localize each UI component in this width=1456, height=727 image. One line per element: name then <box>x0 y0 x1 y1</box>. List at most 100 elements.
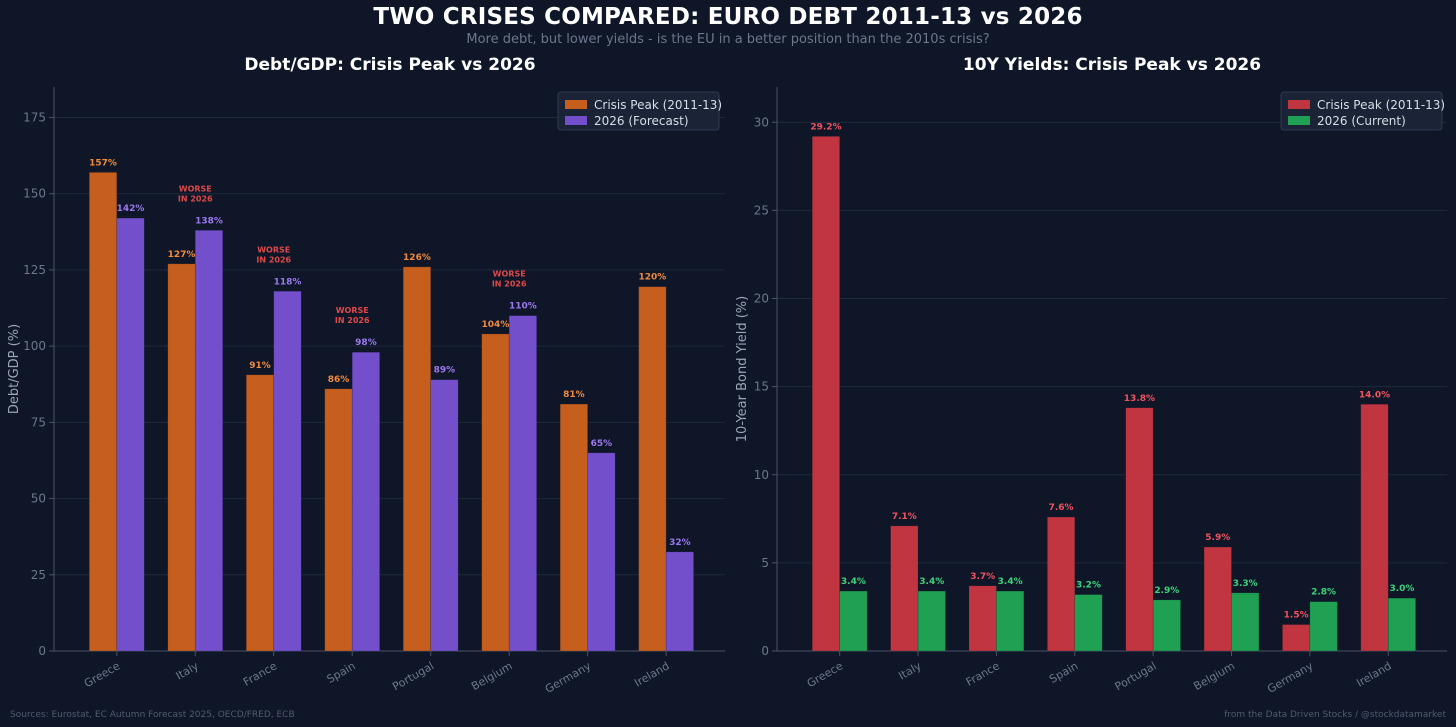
debt-data-label: 127% <box>168 250 196 260</box>
yield-bar-crisis <box>1125 407 1154 652</box>
debt-bar-crisis <box>89 172 118 652</box>
debt-ytick-label: 150 <box>23 187 46 201</box>
debt-bar-crisis <box>638 286 667 652</box>
debt-ytick-label: 175 <box>23 110 46 124</box>
debt-xtick-label: Spain <box>325 659 358 686</box>
debt-legend-swatch <box>565 116 587 125</box>
debt-bar-current <box>273 290 302 652</box>
debt-xtick-label: Greece <box>82 659 123 690</box>
yield-xtick-label: Ireland <box>1354 659 1393 689</box>
yield-bar-crisis <box>811 136 840 652</box>
yield-bar-crisis <box>1203 546 1232 652</box>
debt-legend-swatch <box>565 100 587 109</box>
yield-data-label: 14.0% <box>1359 390 1390 400</box>
debt-xtick-label: Italy <box>174 659 202 682</box>
debt-ytick-label: 50 <box>31 492 46 506</box>
yield-bar-current <box>996 590 1025 652</box>
debt-legend-label: Crisis Peak (2011-13) <box>594 98 722 112</box>
yield-data-label: 3.0% <box>1389 584 1414 594</box>
yield-data-label: 29.2% <box>810 122 841 132</box>
debt-bar-current <box>587 452 616 652</box>
yield-data-label: 1.5% <box>1284 611 1309 621</box>
debt-xtick-label: Portugal <box>390 659 436 693</box>
debt-ytick-label: 100 <box>23 339 46 353</box>
yield-bar-crisis <box>1047 516 1076 652</box>
debt-worse-annotation: IN 2026 <box>178 194 213 203</box>
debt-bar-crisis <box>402 266 432 652</box>
debt-worse-annotation: IN 2026 <box>492 280 527 289</box>
debt-ytick-label: 25 <box>31 568 46 582</box>
debt-panel-title: Debt/GDP: Crisis Peak vs 2026 <box>244 55 535 75</box>
debt-data-label: 126% <box>403 253 431 263</box>
debt-bar-current <box>508 315 537 652</box>
yield-data-label: 3.4% <box>919 577 944 587</box>
debt-ytick-label: 75 <box>31 415 46 429</box>
figure-subtitle: More debt, but lower yields - is the EU … <box>466 32 990 47</box>
yield-legend-swatch <box>1288 116 1310 125</box>
debt-bar-crisis <box>245 374 275 652</box>
yield-bar-crisis <box>1282 624 1311 652</box>
debt-data-label: 142% <box>117 204 145 214</box>
yield-legend-label: 2026 (Current) <box>1317 114 1406 128</box>
debt-bar-current <box>351 351 380 652</box>
debt-legend-box <box>557 91 720 131</box>
yield-ytick-label: 25 <box>754 203 769 217</box>
yield-xtick-label: Greece <box>805 659 846 690</box>
yield-data-label: 13.8% <box>1124 394 1155 404</box>
debt-worse-annotation: WORSE <box>493 270 526 279</box>
debt-worse-annotation: IN 2026 <box>256 255 291 264</box>
yield-panel-title: 10Y Yields: Crisis Peak vs 2026 <box>963 55 1261 75</box>
yield-xtick-label: Germany <box>1265 659 1316 696</box>
yield-data-label: 7.6% <box>1049 503 1074 513</box>
yield-xtick-label: France <box>964 659 1002 689</box>
yield-bar-current <box>1231 592 1260 652</box>
yield-bar-current <box>839 590 868 652</box>
yield-bar-current <box>1387 597 1416 652</box>
debt-xtick-label: Germany <box>543 659 594 696</box>
debt-worse-annotation: IN 2026 <box>335 316 370 325</box>
yield-ytick-label: 15 <box>754 380 769 394</box>
yield-bar-current <box>1309 601 1338 652</box>
yield-xtick-label: Belgium <box>1191 659 1237 693</box>
debt-bar-crisis <box>167 263 196 652</box>
yield-legend-box <box>1280 91 1443 131</box>
yield-bar-current <box>1152 599 1181 652</box>
yield-bar-crisis <box>1360 403 1389 652</box>
debt-y-axis-label: Debt/GDP (%) <box>7 324 22 414</box>
debt-bar-current <box>430 379 459 652</box>
debt-data-label: 157% <box>89 158 117 168</box>
credit-footer: from the Data Driven Stocks / @stockdata… <box>1224 710 1446 720</box>
debt-bar-crisis <box>324 388 353 652</box>
yield-xtick-label: Portugal <box>1113 659 1159 693</box>
debt-bar-current <box>665 551 694 652</box>
sources-footer: Sources: Eurostat, EC Autumn Forecast 20… <box>10 710 295 720</box>
debt-bar-current <box>194 229 224 652</box>
yield-xtick-label: Italy <box>896 659 924 682</box>
yield-bar-crisis <box>890 525 919 652</box>
debt-data-label: 118% <box>274 277 302 287</box>
debt-data-label: 110% <box>509 302 537 312</box>
debt-data-label: 81% <box>563 390 585 400</box>
debt-worse-annotation: WORSE <box>179 184 212 193</box>
debt-data-label: 104% <box>482 320 510 330</box>
yield-bar-current <box>917 590 946 652</box>
yield-legend-label: Crisis Peak (2011-13) <box>1317 98 1445 112</box>
debt-xtick-label: France <box>241 659 279 689</box>
yield-data-label: 3.4% <box>998 577 1023 587</box>
yield-data-label: 2.8% <box>1311 588 1336 598</box>
yield-y-axis-label: 10-Year Bond Yield (%) <box>735 296 750 442</box>
yield-data-label: 5.9% <box>1205 533 1230 543</box>
debt-data-label: 138% <box>195 216 223 226</box>
debt-data-label: 98% <box>355 338 377 348</box>
debt-worse-annotation: WORSE <box>257 245 290 254</box>
yield-xtick-label: Spain <box>1047 659 1080 686</box>
debt-data-label: 32% <box>669 538 691 548</box>
debt-worse-annotation: WORSE <box>336 306 369 315</box>
yield-data-label: 3.2% <box>1076 581 1101 591</box>
yield-ytick-label: 20 <box>754 292 769 306</box>
debt-data-label: 86% <box>328 375 350 385</box>
debt-data-label: 65% <box>591 439 613 449</box>
yield-data-label: 3.3% <box>1233 579 1258 589</box>
yield-ytick-label: 30 <box>754 115 769 129</box>
